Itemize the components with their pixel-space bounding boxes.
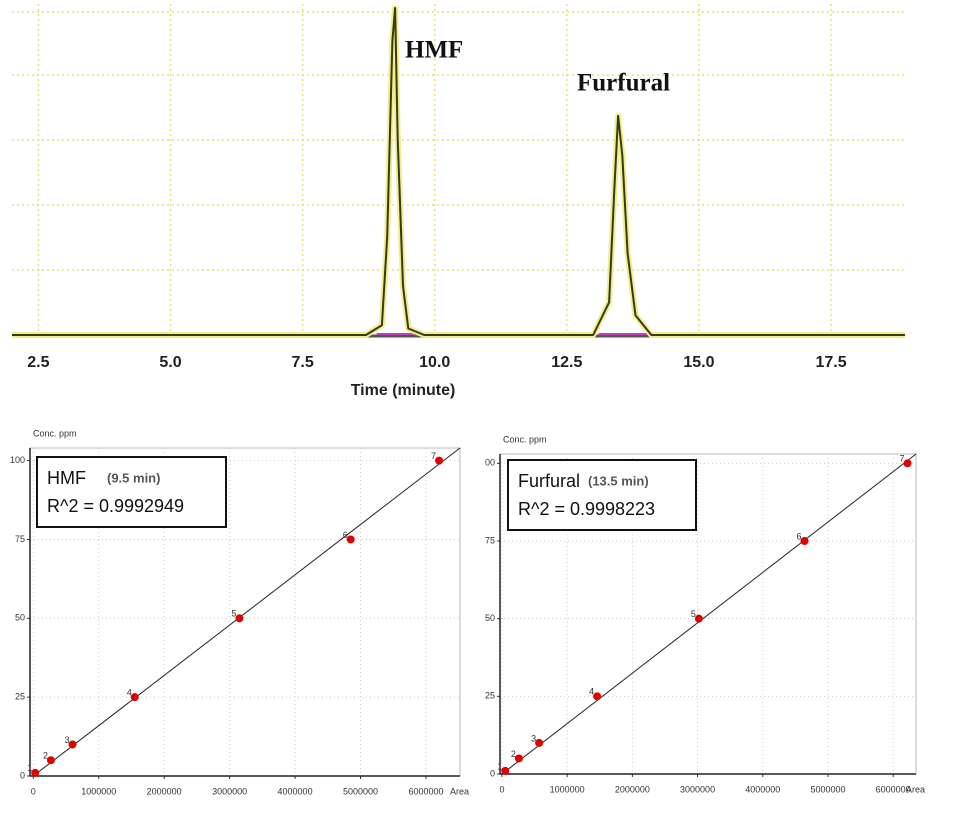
point-label: 5 [691,609,696,619]
y-tick-label: 25 [15,692,25,702]
y-tick-label: 0 [490,768,495,778]
r2-value: R^2 = 0.9992949 [47,496,184,516]
x-tick-label: 5.0 [159,354,181,371]
y-axis-label: Conc. ppm [33,428,77,438]
y-tick-label: 100 [10,455,25,465]
fit-line [32,447,461,777]
point [903,459,912,468]
x-tick-label: 7.5 [291,354,313,371]
x-tick-label: 2.5 [27,354,49,371]
point [46,756,55,765]
x-tick-label: 1000000 [550,784,585,794]
x-tick-label: 4000000 [745,784,780,794]
x-tick-label: 12.5 [551,354,582,371]
point [593,692,602,701]
x-axis-label: Time (minute) [351,382,456,399]
fit-line [501,453,917,775]
point-label: 4 [127,688,132,698]
x-tick-label: 0 [499,784,504,794]
y-tick-label: 75 [485,535,495,545]
y-tick-label: 00 [485,458,495,468]
retention-time: (13.5 min) [588,473,649,488]
x-tick-label: 1000000 [81,786,116,796]
y-tick-label: 25 [485,691,495,701]
point [31,768,40,777]
x-tick-label: 15.0 [683,354,714,371]
point [68,740,77,749]
point [130,693,139,702]
point [535,738,544,747]
legend-box [507,459,697,531]
point-label: 3 [531,733,536,743]
point-label: 4 [589,687,594,697]
y-axis-label: Conc. ppm [503,434,547,444]
point-label: 2 [43,751,48,761]
point [235,614,244,623]
compound-name: HMF [47,468,86,488]
y-tick-label: 0 [20,770,25,780]
x-axis-label: Area [450,786,469,796]
peak-label: HMF [405,37,463,64]
y-tick-label: 50 [485,613,495,623]
legend-box [36,456,227,528]
y-tick-label: 75 [15,534,25,544]
point-label: 7 [900,454,905,464]
point-label: 2 [511,749,516,759]
x-tick-label: 10.0 [419,354,450,371]
chromatogram-grid-decoration [12,11,905,271]
r2-value: R^2 = 0.9998223 [518,499,655,519]
point [435,456,444,465]
point [694,614,703,623]
point-label: 5 [231,609,236,619]
trace [12,7,905,336]
point [514,754,523,763]
x-tick-label: 4000000 [278,786,313,796]
point-label: 1 [27,763,32,773]
x-tick-label: 2000000 [615,784,650,794]
peak-label: Furfural [577,70,670,97]
x-tick-label: 2000000 [147,786,182,796]
point [346,535,355,544]
point-label: 6 [343,530,348,540]
x-tick-label: 0 [31,786,36,796]
point-label: 6 [797,531,802,541]
retention-time: (9.5 min) [107,470,160,485]
compound-name: Furfural [518,471,580,491]
x-tick-label: 17.5 [815,354,846,371]
x-axis-label: Area [906,784,925,794]
point-label: 3 [65,735,70,745]
x-tick-label: 5000000 [343,786,378,796]
point-label: 1 [497,761,502,771]
y-tick-label: 50 [15,613,25,623]
point-label: 7 [431,451,436,461]
point [501,766,510,775]
point [800,536,809,545]
x-tick-label: 5000000 [810,784,845,794]
x-tick-label: 3000000 [680,784,715,794]
x-tick-label: 3000000 [212,786,247,796]
x-tick-label: 6000000 [408,786,443,796]
x-tick-label: 6000000 [876,784,911,794]
